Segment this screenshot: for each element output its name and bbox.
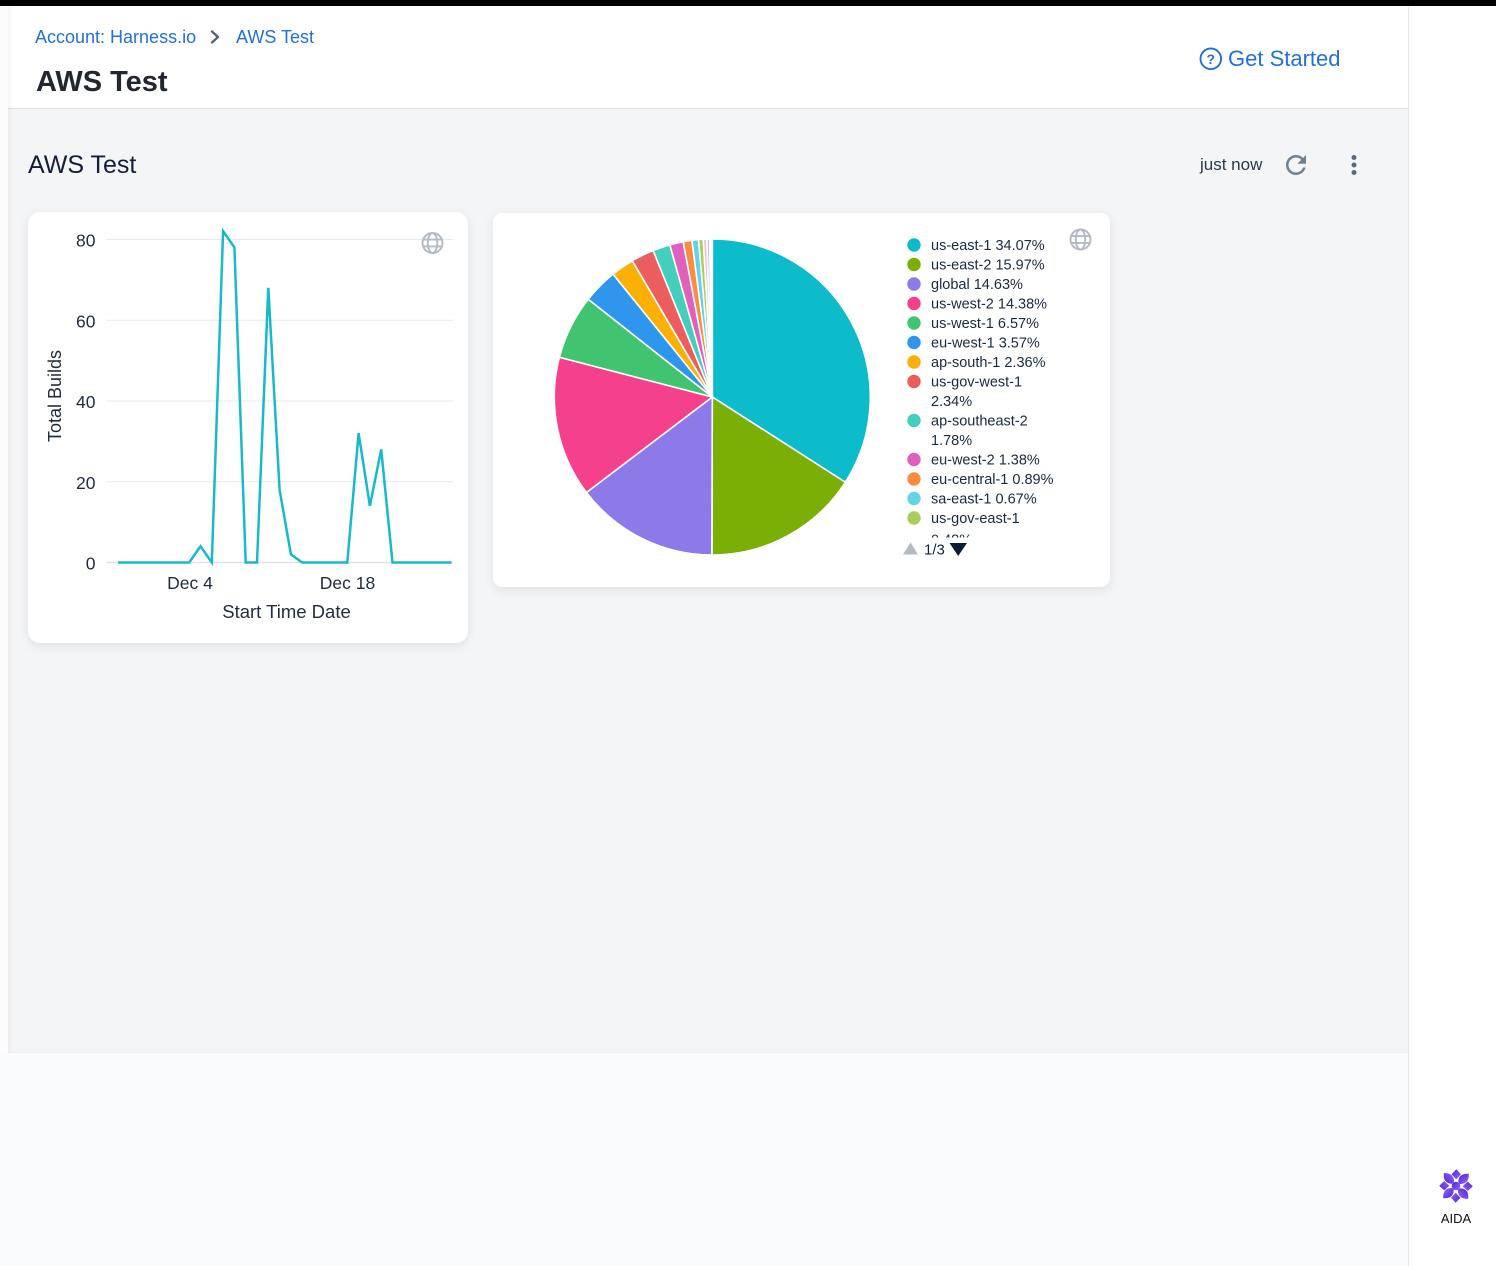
svg-text:us-east-2 15.97%: us-east-2 15.97% bbox=[931, 258, 1045, 274]
svg-text:Start Time Date: Start Time Date bbox=[222, 601, 351, 622]
svg-text:0: 0 bbox=[86, 554, 96, 574]
svg-text:us-west-1 6.57%: us-west-1 6.57% bbox=[931, 316, 1039, 332]
svg-text:20: 20 bbox=[76, 473, 96, 493]
svg-text:us-west-2 14.38%: us-west-2 14.38% bbox=[931, 297, 1047, 313]
svg-text:global 14.63%: global 14.63% bbox=[931, 277, 1023, 293]
svg-text:2.34%: 2.34% bbox=[931, 394, 972, 410]
svg-text:60: 60 bbox=[76, 311, 96, 331]
svg-text:us-gov-east-1: us-gov-east-1 bbox=[931, 511, 1020, 527]
svg-text:0.48%: 0.48% bbox=[931, 533, 972, 549]
svg-text:eu-central-1 0.89%: eu-central-1 0.89% bbox=[931, 472, 1054, 488]
svg-text:eu-west-2 1.38%: eu-west-2 1.38% bbox=[931, 453, 1040, 469]
svg-text:?: ? bbox=[1207, 51, 1216, 67]
svg-text:eu-west-1 3.57%: eu-west-1 3.57% bbox=[931, 336, 1040, 352]
svg-text:1/3: 1/3 bbox=[924, 542, 945, 559]
svg-text:Dec 4: Dec 4 bbox=[167, 573, 213, 593]
svg-text:Dec 18: Dec 18 bbox=[320, 573, 375, 593]
svg-text:1.78%: 1.78% bbox=[931, 433, 972, 449]
svg-text:Total Builds: Total Builds bbox=[45, 350, 65, 442]
svg-text:ap-southeast-2: ap-southeast-2 bbox=[931, 414, 1028, 430]
svg-text:ap-south-1 2.36%: ap-south-1 2.36% bbox=[931, 355, 1046, 371]
svg-text:40: 40 bbox=[76, 392, 96, 412]
svg-text:80: 80 bbox=[76, 231, 96, 251]
svg-text:us-gov-west-1: us-gov-west-1 bbox=[931, 375, 1022, 391]
svg-text:us-east-1 34.07%: us-east-1 34.07% bbox=[931, 238, 1045, 254]
svg-text:sa-east-1 0.67%: sa-east-1 0.67% bbox=[931, 492, 1037, 508]
